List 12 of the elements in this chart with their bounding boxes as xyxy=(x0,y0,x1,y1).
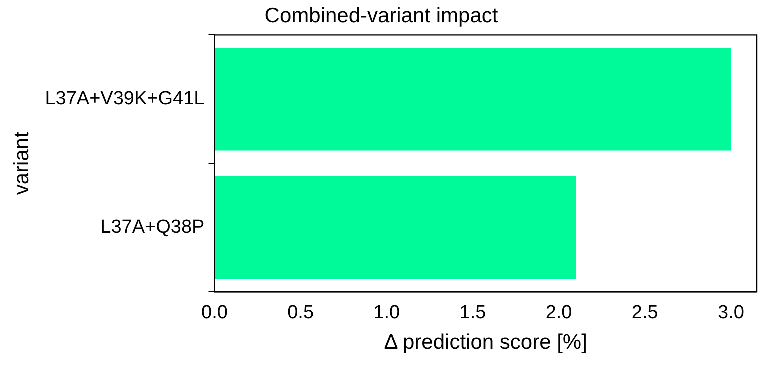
y-axis-title: variant xyxy=(10,132,34,196)
x-tick-label: 0.0 xyxy=(202,302,228,324)
x-tick-label: 1.5 xyxy=(460,302,486,324)
chart-title: Combined-variant impact xyxy=(264,4,498,28)
y-tick-label: L37A+Q38P xyxy=(100,217,205,238)
x-tick-label: 2.0 xyxy=(546,302,572,324)
x-tick-label: 0.5 xyxy=(288,302,314,324)
x-tick-label: 3.0 xyxy=(718,302,744,324)
y-tick-label: L37A+V39K+G41L xyxy=(45,88,205,110)
x-tick-label: 1.0 xyxy=(374,302,400,324)
x-axis-title: Δ prediction score [%] xyxy=(384,331,588,354)
x-tick-label: 2.5 xyxy=(632,302,658,324)
